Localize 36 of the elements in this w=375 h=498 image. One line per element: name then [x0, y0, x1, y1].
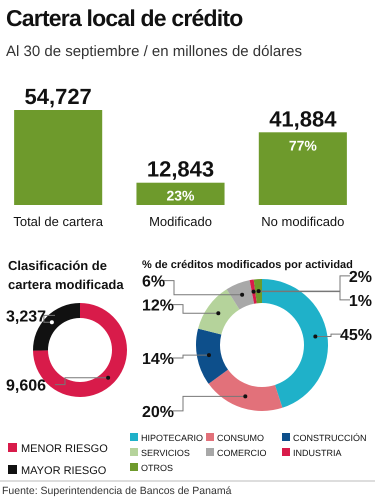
data-label: 12%: [142, 298, 174, 315]
source-note: Fuente: Superintendencia de Bancos de Panamá: [2, 485, 232, 497]
donut-slice: [198, 289, 240, 335]
donut-slice: [226, 280, 254, 310]
legend-label: CONSTRUCCIÓN: [293, 433, 366, 443]
legend-label: COMERCIO: [217, 448, 266, 458]
donut-slice: [208, 370, 282, 411]
donut-slice: [196, 328, 228, 384]
legend-label: CONSUMO: [217, 433, 264, 443]
chart-title: % de créditos modificados por actividad: [142, 259, 353, 271]
annotation: 23%: [166, 188, 196, 204]
legend-label: HIPOTECARIO: [141, 433, 204, 443]
data-label: 45%: [340, 327, 372, 344]
chart-title: Clasificación de cartera modificada: [8, 258, 124, 292]
data-label: 54,727: [24, 84, 92, 109]
chart-subtitle: Al 30 de septiembre / en millones de dólares: [6, 43, 302, 60]
legend-label: INDUSTRIA: [293, 448, 342, 458]
data-label: 2%: [348, 268, 372, 286]
legend-label: SERVICIOS: [141, 448, 190, 458]
legend-label: MENOR RIESGO: [21, 443, 108, 455]
legend-label: OTROS: [141, 463, 174, 473]
annotation: 77%: [288, 137, 318, 154]
chart-title: Cartera local de crédito: [6, 5, 244, 31]
x-tick-label: No modificado: [261, 214, 344, 229]
data-label: 14%: [142, 350, 174, 368]
data-label: 20%: [142, 404, 174, 421]
legend-label: MAYOR RIESGO: [21, 465, 107, 477]
data-label: 9,606: [6, 378, 46, 395]
data-label: 12,843: [146, 156, 214, 182]
data-label: 6%: [142, 274, 166, 291]
data-label: 41,884: [269, 106, 338, 132]
data-label: 3,237: [6, 308, 46, 326]
data-label: 1%: [348, 292, 372, 310]
x-tick-label: Modificado: [149, 214, 212, 229]
x-tick-label: Total de cartera: [13, 214, 104, 229]
donut-slice: [262, 279, 328, 408]
